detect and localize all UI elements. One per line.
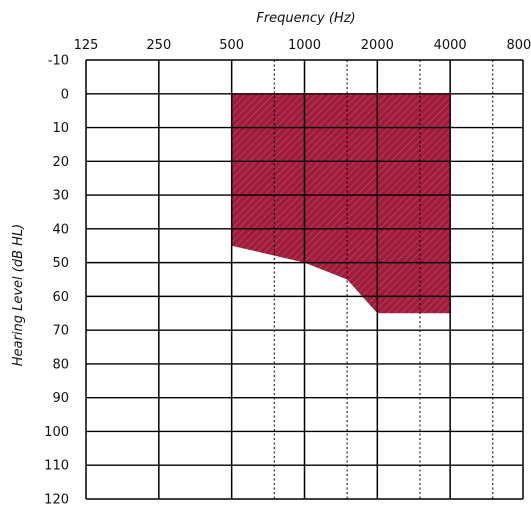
- y-tick-label: 0: [61, 87, 69, 102]
- y-tick-label: 30: [52, 189, 69, 204]
- x-tick-label: 1000: [288, 38, 321, 53]
- y-tick-label: -10: [48, 54, 69, 69]
- y-axis-label: Hearing Level (dB HL): [11, 224, 26, 366]
- y-tick-label: 120: [44, 493, 69, 506]
- y-tick-label: 90: [52, 391, 69, 406]
- y-tick-label: 70: [52, 324, 69, 339]
- hearing-loss-area-0: [231, 93, 451, 314]
- y-tick-label: 40: [52, 222, 69, 237]
- y-tick-label: 50: [52, 256, 69, 271]
- x-axis-label: Frequency (Hz): [256, 11, 355, 26]
- y-tick-label: 80: [52, 357, 69, 372]
- plot-area: 125 250 500 1000 2000 4000 8000 -10 0 10 20 30 40 50 6…: [44, 38, 531, 506]
- y-tick-label: 20: [52, 155, 69, 170]
- x-tick-label: 500: [219, 38, 244, 53]
- x-tick-label: 8000: [506, 38, 531, 53]
- y-tick-label: 60: [52, 290, 69, 305]
- y-tick-label: 10: [52, 121, 69, 136]
- y-tick-label: 100: [44, 425, 69, 440]
- y-tick-label: 110: [44, 459, 69, 474]
- x-tick-label: 125: [74, 38, 99, 53]
- x-tick-label: 250: [146, 38, 171, 53]
- x-tick-label: 4000: [434, 38, 467, 53]
- x-tick-label: 2000: [361, 38, 394, 53]
